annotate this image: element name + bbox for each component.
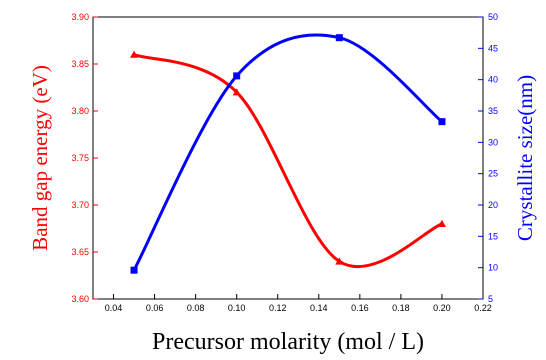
x-tick-label: 0.10	[228, 303, 246, 313]
ticks-layer: 0.04 0.06 0.08 0.10 0.12 0.14 0.16 0.18 0.20 0.22…	[71, 12, 498, 313]
data-point-square	[438, 118, 446, 126]
y-left-tick-label: 3.75	[71, 153, 89, 163]
y-right-tick-label: 15	[488, 231, 498, 241]
y-right-tick-label: 35	[488, 106, 498, 116]
y-left-tick-label: 3.60	[71, 294, 89, 304]
x-tick-label: 0.20	[433, 303, 451, 313]
y-right-tick-label: 45	[488, 43, 498, 53]
y-right-tick-label: 30	[488, 137, 498, 147]
data-point-triangle	[437, 219, 446, 227]
y-right-tick-label: 40	[488, 75, 498, 85]
series-line-2	[132, 33, 443, 271]
data-point-triangle	[130, 50, 139, 58]
y-left-tick-label: 3.70	[71, 200, 89, 210]
x-tick-label: 0.08	[187, 303, 205, 313]
y-axis-left-label: Band gap energy (eV)	[28, 65, 52, 251]
y-right-tick-label: 5	[488, 294, 493, 304]
x-tick-label: 0.06	[146, 303, 164, 313]
data-point-square	[233, 72, 241, 80]
y-axis-right-label: Crystallite size(nm)	[513, 75, 537, 241]
data-point-square	[130, 266, 138, 274]
y-left-tick-label: 3.65	[71, 247, 89, 257]
y-right-tick-label: 10	[488, 263, 498, 273]
y-left-tick-label: 3.90	[71, 12, 89, 22]
x-tick-label: 0.14	[310, 303, 328, 313]
data-point-triangle	[232, 88, 241, 96]
x-tick-label: 0.16	[351, 303, 369, 313]
y-left-tick-label: 3.80	[71, 106, 89, 116]
data-point-square	[335, 34, 343, 42]
y-right-tick-label: 20	[488, 200, 498, 210]
x-tick-label: 0.22	[474, 303, 492, 313]
x-axis-label: Precursor molarity (mol / L)	[152, 329, 424, 355]
y-right-tick-label: 50	[488, 12, 498, 22]
data-point-triangle	[335, 257, 344, 265]
series-line-1	[133, 53, 443, 269]
x-tick-label: 0.04	[105, 303, 123, 313]
y-left-tick-label: 3.85	[71, 59, 89, 69]
series-layer	[130, 33, 446, 274]
y-right-tick-label: 25	[488, 169, 498, 179]
x-tick-label: 0.18	[392, 303, 410, 313]
x-tick-label: 0.12	[269, 303, 287, 313]
